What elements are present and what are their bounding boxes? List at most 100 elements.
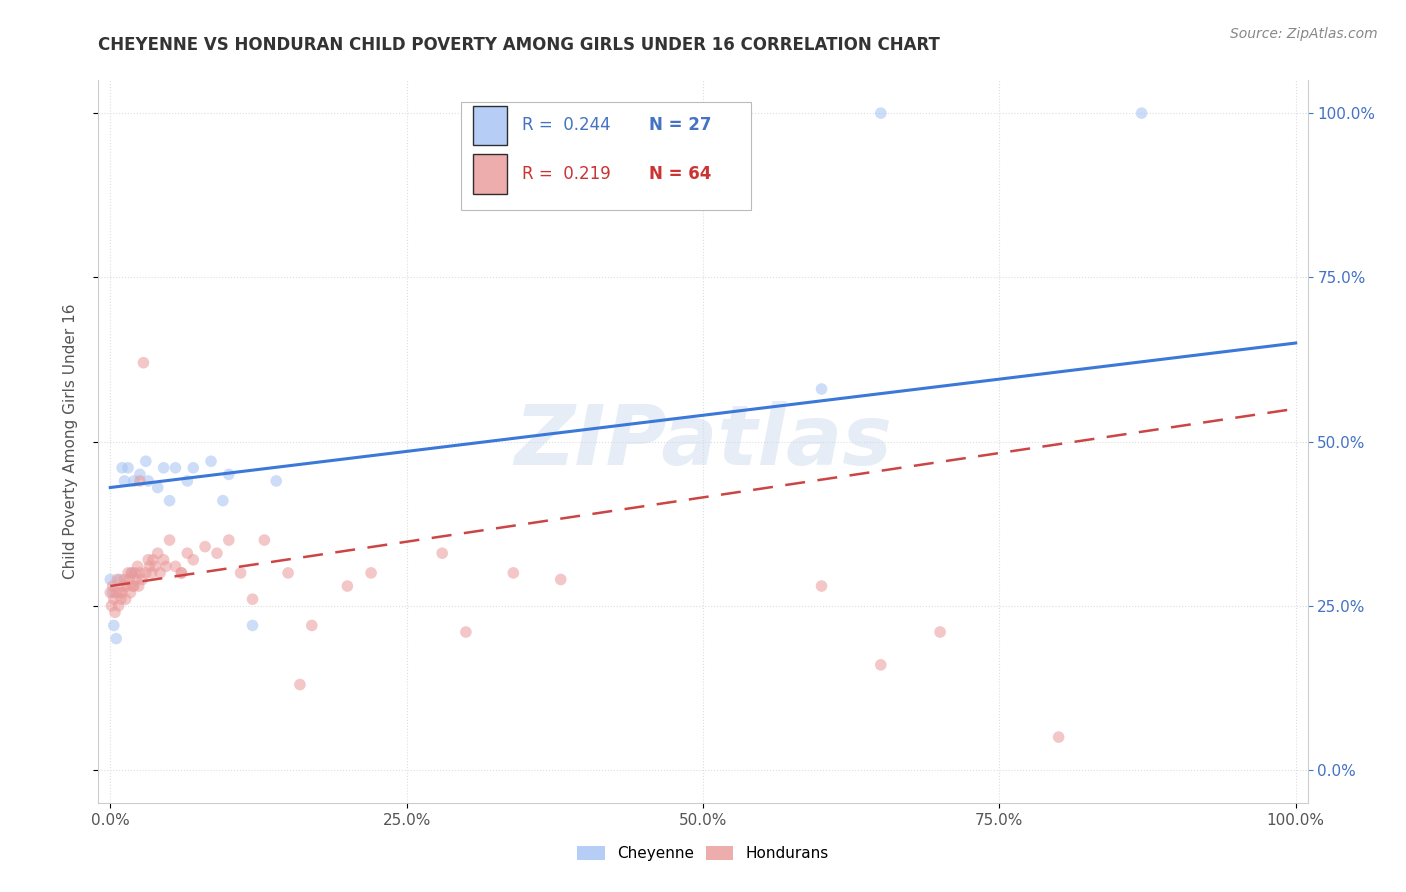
Point: [152, 553, 174, 567]
Point: [170, 566, 193, 580]
Text: N = 27: N = 27: [648, 117, 711, 135]
Text: Source: ZipAtlas.com: Source: ZipAtlas.com: [1230, 27, 1378, 41]
Point: [101, 579, 124, 593]
Point: [127, 559, 149, 574]
Point: [136, 474, 159, 488]
Text: R =  0.244: R = 0.244: [522, 117, 610, 135]
Point: [101, 585, 124, 599]
Point: [181, 553, 204, 567]
Point: [135, 454, 157, 468]
Point: [253, 533, 276, 547]
Point: [104, 605, 127, 619]
Point: [502, 566, 524, 580]
Point: [114, 474, 136, 488]
Point: [111, 460, 134, 475]
Point: [170, 566, 193, 580]
Legend: Cheyenne, Hondurans: Cheyenne, Hondurans: [571, 840, 835, 867]
Point: [181, 460, 204, 475]
Point: [128, 579, 150, 593]
Point: [114, 573, 136, 587]
Y-axis label: Child Poverty Among Girls Under 16: Child Poverty Among Girls Under 16: [63, 304, 77, 579]
Point: [229, 566, 252, 580]
Point: [200, 454, 222, 468]
Point: [125, 573, 148, 587]
Point: [122, 474, 145, 488]
Point: [105, 585, 128, 599]
Point: [103, 618, 125, 632]
Point: [1130, 106, 1153, 120]
Point: [100, 599, 122, 613]
Point: [117, 460, 139, 475]
Point: [929, 625, 952, 640]
Point: [136, 553, 159, 567]
Point: [108, 573, 131, 587]
Point: [165, 460, 187, 475]
Point: [124, 566, 146, 580]
Point: [149, 566, 172, 580]
Point: [155, 559, 177, 574]
Text: N = 64: N = 64: [648, 165, 711, 183]
Point: [129, 467, 152, 482]
Point: [218, 533, 240, 547]
Point: [112, 579, 135, 593]
Point: [142, 553, 165, 567]
Point: [146, 546, 169, 560]
Point: [212, 493, 235, 508]
Point: [105, 573, 128, 587]
Text: R =  0.219: R = 0.219: [522, 165, 610, 183]
Point: [98, 573, 121, 587]
Point: [432, 546, 454, 560]
Point: [146, 481, 169, 495]
Point: [550, 573, 572, 587]
Point: [121, 566, 143, 580]
Point: [121, 579, 143, 593]
Point: [869, 106, 891, 120]
FancyBboxPatch shape: [461, 102, 751, 211]
Point: [138, 559, 160, 574]
Point: [264, 474, 287, 488]
Point: [152, 460, 174, 475]
Point: [205, 546, 228, 560]
Point: [110, 592, 132, 607]
Point: [111, 585, 134, 599]
Point: [132, 356, 155, 370]
Point: [141, 566, 163, 580]
Point: [176, 546, 198, 560]
Point: [114, 592, 136, 607]
Point: [1047, 730, 1070, 744]
Point: [108, 585, 131, 599]
Point: [122, 579, 145, 593]
Point: [336, 579, 359, 593]
Point: [176, 474, 198, 488]
Point: [277, 566, 299, 580]
Point: [105, 632, 128, 646]
Point: [165, 559, 187, 574]
Point: [810, 579, 832, 593]
Point: [159, 533, 181, 547]
FancyBboxPatch shape: [474, 105, 508, 145]
Point: [103, 592, 125, 607]
Point: [120, 585, 142, 599]
Point: [360, 566, 382, 580]
Point: [810, 382, 832, 396]
Point: [129, 474, 152, 488]
Point: [143, 559, 166, 574]
Point: [115, 579, 138, 593]
Point: [98, 585, 121, 599]
Point: [194, 540, 217, 554]
Point: [117, 566, 139, 580]
Point: [218, 467, 240, 482]
Point: [107, 599, 129, 613]
Point: [121, 566, 143, 580]
Point: [129, 566, 152, 580]
Point: [131, 573, 153, 587]
FancyBboxPatch shape: [474, 154, 508, 194]
Text: CHEYENNE VS HONDURAN CHILD POVERTY AMONG GIRLS UNDER 16 CORRELATION CHART: CHEYENNE VS HONDURAN CHILD POVERTY AMONG…: [98, 36, 941, 54]
Point: [118, 573, 141, 587]
Point: [288, 677, 311, 691]
Point: [301, 618, 323, 632]
Text: ZIPatlas: ZIPatlas: [515, 401, 891, 482]
Point: [135, 566, 157, 580]
Point: [242, 618, 264, 632]
Point: [869, 657, 891, 672]
